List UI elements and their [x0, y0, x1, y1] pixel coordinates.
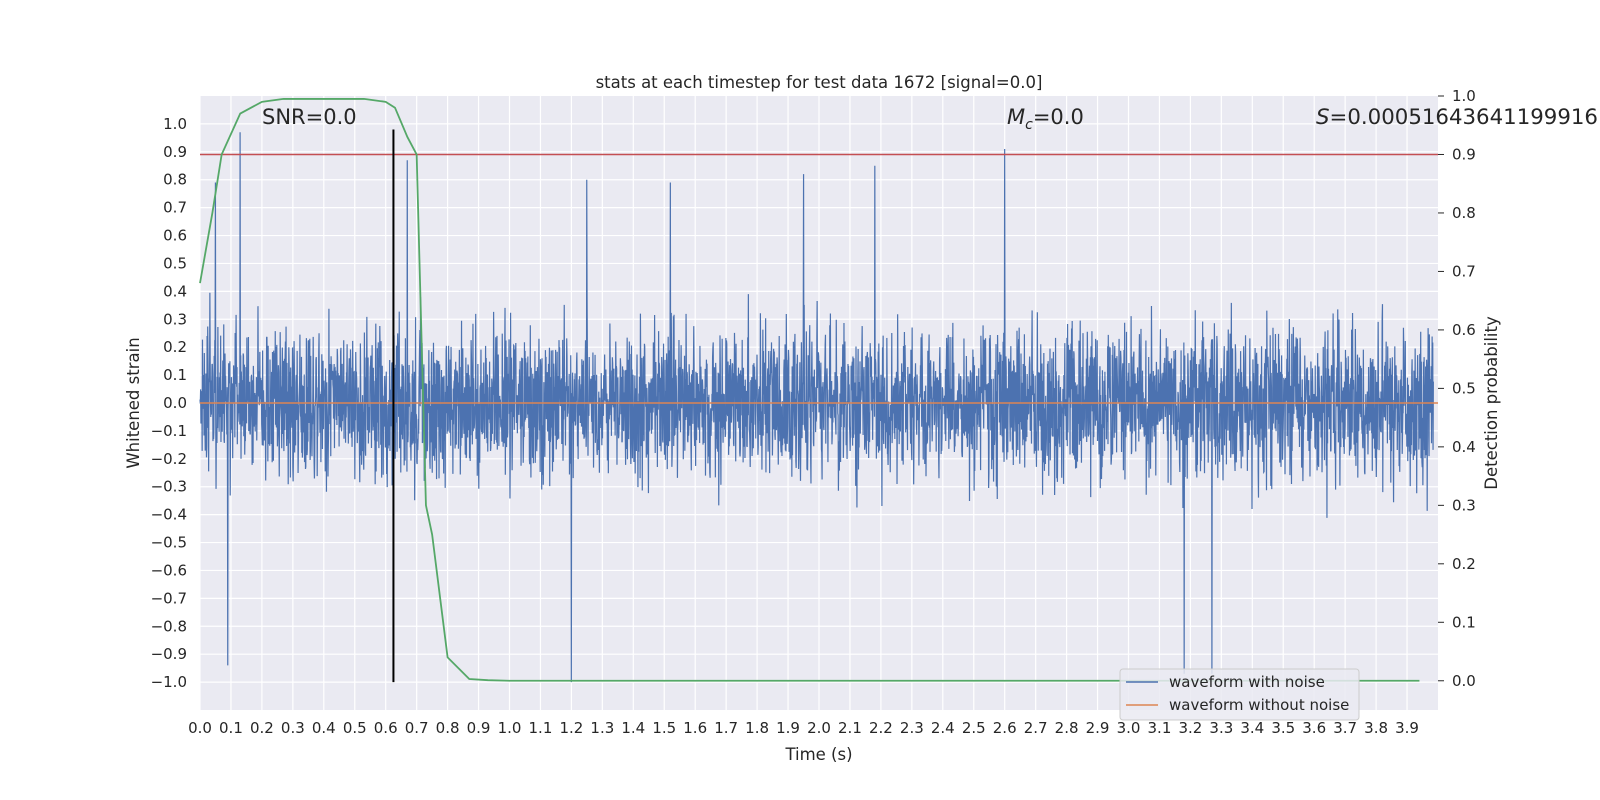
y-tick-label: 0.1 — [163, 366, 187, 384]
series-detection-probability — [199, 98, 1420, 682]
y2-tick-label: 0.9 — [1452, 145, 1476, 163]
x-tick-label: 1.9 — [776, 719, 800, 737]
s-symbol: S — [1316, 105, 1330, 129]
y-tick-label: 0.5 — [163, 254, 187, 272]
y2-tick-label: 0.7 — [1452, 262, 1476, 280]
mc-symbol: M — [1007, 105, 1025, 129]
y-tick-label: 0.2 — [163, 338, 187, 356]
x-tick-label: 0.8 — [436, 719, 460, 737]
y-tick-label: −0.4 — [151, 506, 187, 524]
chart-title: stats at each timestep for test data 167… — [596, 73, 1043, 92]
y-axis-label: Whitened strain — [124, 337, 143, 468]
x-tick-label: 1.8 — [745, 719, 769, 737]
x-tick-label: 2.4 — [931, 719, 955, 737]
y-tick-label: 0.3 — [163, 310, 187, 328]
y-tick-label: −0.2 — [151, 450, 187, 468]
y2-tick-labels: 1.0 0.9 0.8 0.7 0.6 0.5 0.4 0.3 0.2 0.1 0.0 — [1438, 87, 1476, 690]
s-value: =0.00051643641199916 — [1330, 105, 1598, 129]
x-tick-label: 1.4 — [621, 719, 645, 737]
legend-label-noise: waveform with noise — [1169, 673, 1325, 691]
y-tick-label: −1.0 — [151, 673, 187, 691]
x-tick-label: 1.3 — [590, 719, 614, 737]
x-tick-label: 3.7 — [1333, 719, 1357, 737]
y-tick-label: 0.8 — [163, 171, 187, 189]
x-tick-label: 2.2 — [869, 719, 893, 737]
legend-label-clean: waveform without noise — [1169, 696, 1349, 714]
x-tick-label: 0.6 — [374, 719, 398, 737]
data-traces — [199, 98, 1438, 683]
x-tick-label: 3.0 — [1117, 719, 1141, 737]
x-tick-labels: 0.0 0.1 0.2 0.3 0.4 0.5 0.6 0.7 0.8 0.9 1.0 1.1 1.2 1… — [188, 719, 1419, 737]
s-annotation: S=0.00051643641199916 — [1316, 105, 1598, 129]
x-axis-label: Time (s) — [784, 745, 852, 764]
y-tick-labels: 1.0 0.9 0.8 0.7 0.6 0.5 0.4 0.3 0.2 0.1 0.0 −0.1 −0.… — [151, 115, 187, 691]
y-tick-label: 0.7 — [163, 199, 187, 217]
x-tick-label: 2.9 — [1086, 719, 1110, 737]
y2-tick-label: 0.0 — [1452, 672, 1476, 690]
y2-axis-label: Detection probability — [1482, 316, 1501, 490]
x-tick-label: 0.0 — [188, 719, 212, 737]
y2-tick-label: 0.2 — [1452, 555, 1476, 573]
x-tick-label: 3.3 — [1209, 719, 1233, 737]
y2-tick-label: 0.1 — [1452, 613, 1476, 631]
x-tick-label: 2.6 — [993, 719, 1017, 737]
y-tick-label: 0.0 — [163, 394, 187, 412]
x-tick-label: 1.5 — [652, 719, 676, 737]
x-tick-label: 3.4 — [1240, 719, 1264, 737]
y2-tick-label: 1.0 — [1452, 87, 1476, 105]
y-tick-label: −0.9 — [151, 645, 187, 663]
x-tick-label: 3.1 — [1148, 719, 1172, 737]
y2-tick-label: 0.3 — [1452, 496, 1476, 514]
legend-box — [1119, 668, 1360, 721]
y2-tick-label: 0.5 — [1452, 379, 1476, 397]
x-tick-label: 3.6 — [1302, 719, 1326, 737]
y-tick-label: 1.0 — [163, 115, 187, 133]
x-tick-label: 0.4 — [312, 719, 336, 737]
y2-tick-label: 0.8 — [1452, 204, 1476, 222]
x-tick-label: 3.5 — [1271, 719, 1295, 737]
legend: waveform with noise waveform without noi… — [1119, 668, 1360, 721]
mc-subscript: c — [1025, 117, 1033, 133]
x-tick-label: 2.3 — [900, 719, 924, 737]
x-tick-label: 1.2 — [559, 719, 583, 737]
x-tick-label: 2.7 — [1024, 719, 1048, 737]
y2-tick-label: 0.4 — [1452, 438, 1476, 456]
x-tick-label: 2.0 — [807, 719, 831, 737]
snr-annotation: SNR=0.0 — [262, 105, 357, 129]
mc-annotation: Mc=0.0 — [1007, 105, 1084, 133]
x-tick-label: 2.5 — [962, 719, 986, 737]
x-tick-label: 3.8 — [1364, 719, 1388, 737]
x-tick-label: 0.5 — [343, 719, 367, 737]
y-tick-label: −0.5 — [151, 534, 187, 552]
mc-value: =0.0 — [1033, 105, 1084, 129]
x-tick-label: 0.9 — [467, 719, 491, 737]
x-tick-label: 0.1 — [219, 719, 243, 737]
y-tick-label: −0.8 — [151, 617, 187, 635]
x-tick-label: 3.2 — [1178, 719, 1202, 737]
series-waveform-with-noise — [199, 132, 1434, 683]
x-tick-label: 0.7 — [405, 719, 429, 737]
y-tick-label: −0.3 — [151, 478, 187, 496]
y-tick-label: −0.6 — [151, 561, 187, 579]
y2-tick-label: 0.6 — [1452, 321, 1476, 339]
y-tick-label: −0.7 — [151, 589, 187, 607]
y-tick-label: 0.6 — [163, 227, 187, 245]
y-tick-label: −0.1 — [151, 422, 187, 440]
x-tick-label: 1.6 — [683, 719, 707, 737]
x-tick-label: 3.9 — [1395, 719, 1419, 737]
x-tick-label: 2.1 — [838, 719, 862, 737]
x-tick-label: 0.3 — [281, 719, 305, 737]
x-tick-label: 2.8 — [1055, 719, 1079, 737]
x-tick-label: 1.1 — [529, 719, 553, 737]
x-tick-label: 0.2 — [250, 719, 274, 737]
y-tick-label: 0.4 — [163, 282, 187, 300]
y-tick-label: 0.9 — [163, 143, 187, 161]
x-tick-label: 1.0 — [498, 719, 522, 737]
x-tick-label: 1.7 — [714, 719, 738, 737]
